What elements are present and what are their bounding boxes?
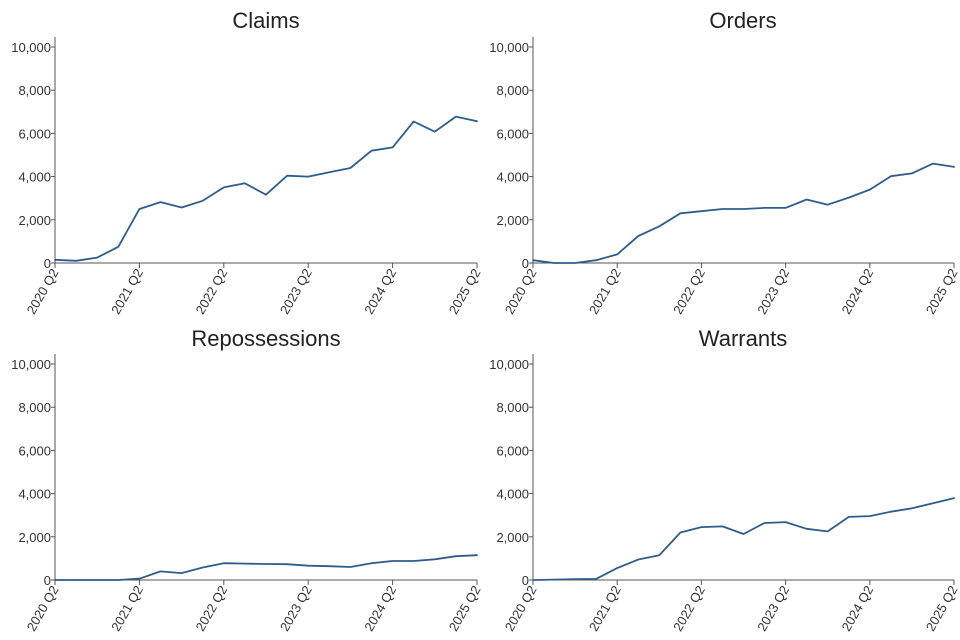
x-tick-label: 2023 Q2 — [754, 583, 792, 634]
x-tick-label: 2024 Q2 — [838, 583, 876, 634]
y-tick-label: 2,000 — [18, 530, 51, 545]
x-tick-label: 2023 Q2 — [277, 266, 315, 317]
y-tick-label: 6,000 — [18, 126, 51, 141]
y-tick-label: 8,000 — [18, 83, 51, 98]
series-line-orders — [532, 162, 955, 264]
series-line-repossessions — [54, 554, 478, 581]
chart-panel-warrants: Warrants 0 2,000 4,000 6,000 8,000 10,000 2020 … — [489, 326, 960, 634]
x-tick-label: 2020 Q2 — [24, 266, 62, 317]
y-tick-label: 2,000 — [496, 530, 529, 545]
y-tick-label: 10,000 — [489, 40, 529, 55]
x-tick-label: 2021 Q2 — [586, 266, 624, 317]
y-tick-label: 6,000 — [496, 443, 529, 458]
x-tick-label: 2021 Q2 — [108, 583, 146, 634]
chart-title: Orders — [709, 8, 776, 33]
x-tick-label: 2020 Q2 — [502, 266, 540, 317]
y-tick-label: 2,000 — [496, 213, 529, 228]
x-tick-label: 2024 Q2 — [838, 266, 876, 317]
series-line-warrants — [532, 497, 955, 581]
x-tick-label: 2020 Q2 — [502, 583, 540, 634]
x-tick-label: 2025 Q2 — [446, 583, 484, 634]
x-tick-label: 2021 Q2 — [108, 266, 146, 317]
y-tick-label: 10,000 — [489, 357, 529, 372]
y-tick-label: 8,000 — [496, 83, 529, 98]
chart-panel-repossessions: Repossessions 0 2,000 4,000 6,000 8,000 10,000… — [11, 326, 483, 634]
x-tick-label: 2021 Q2 — [586, 583, 624, 634]
x-tick-label: 2025 Q2 — [923, 583, 960, 634]
chart-panel-orders: Orders 0 2,000 4,000 6,000 8,000 10,000 2020 Q2… — [489, 8, 960, 317]
chart-title: Repossessions — [191, 326, 340, 351]
chart-title: Warrants — [699, 326, 787, 351]
y-tick-label: 10,000 — [11, 357, 51, 372]
x-tick-label: 2025 Q2 — [923, 266, 960, 317]
y-tick-label: 0 — [44, 573, 51, 588]
y-tick-label: 8,000 — [18, 400, 51, 415]
x-tick-label: 2020 Q2 — [24, 583, 62, 634]
x-tick-label: 2023 Q2 — [277, 583, 315, 634]
y-tick-label: 8,000 — [496, 400, 529, 415]
y-tick-label: 0 — [522, 256, 529, 271]
y-tick-label: 6,000 — [18, 443, 51, 458]
series-line-claims — [54, 115, 478, 262]
y-tick-label: 2,000 — [18, 213, 51, 228]
y-tick-label: 4,000 — [496, 170, 529, 185]
y-tick-label: 0 — [522, 573, 529, 588]
y-tick-label: 4,000 — [496, 487, 529, 502]
chart-title: Claims — [232, 8, 299, 33]
x-tick-label: 2022 Q2 — [670, 583, 708, 634]
y-tick-label: 0 — [44, 256, 51, 271]
chart-panel-claims: Claims 0 2,000 4,000 6,000 8,000 10,000 2020 Q2… — [11, 8, 483, 317]
y-tick-label: 4,000 — [18, 487, 51, 502]
x-tick-label: 2023 Q2 — [754, 266, 792, 317]
x-tick-label: 2024 Q2 — [361, 266, 399, 317]
x-tick-label: 2022 Q2 — [192, 583, 230, 634]
x-tick-label: 2022 Q2 — [192, 266, 230, 317]
y-tick-label: 10,000 — [11, 40, 51, 55]
x-tick-label: 2025 Q2 — [446, 266, 484, 317]
y-tick-label: 4,000 — [18, 170, 51, 185]
x-tick-label: 2022 Q2 — [670, 266, 708, 317]
x-tick-label: 2024 Q2 — [361, 583, 399, 634]
y-tick-label: 6,000 — [496, 126, 529, 141]
